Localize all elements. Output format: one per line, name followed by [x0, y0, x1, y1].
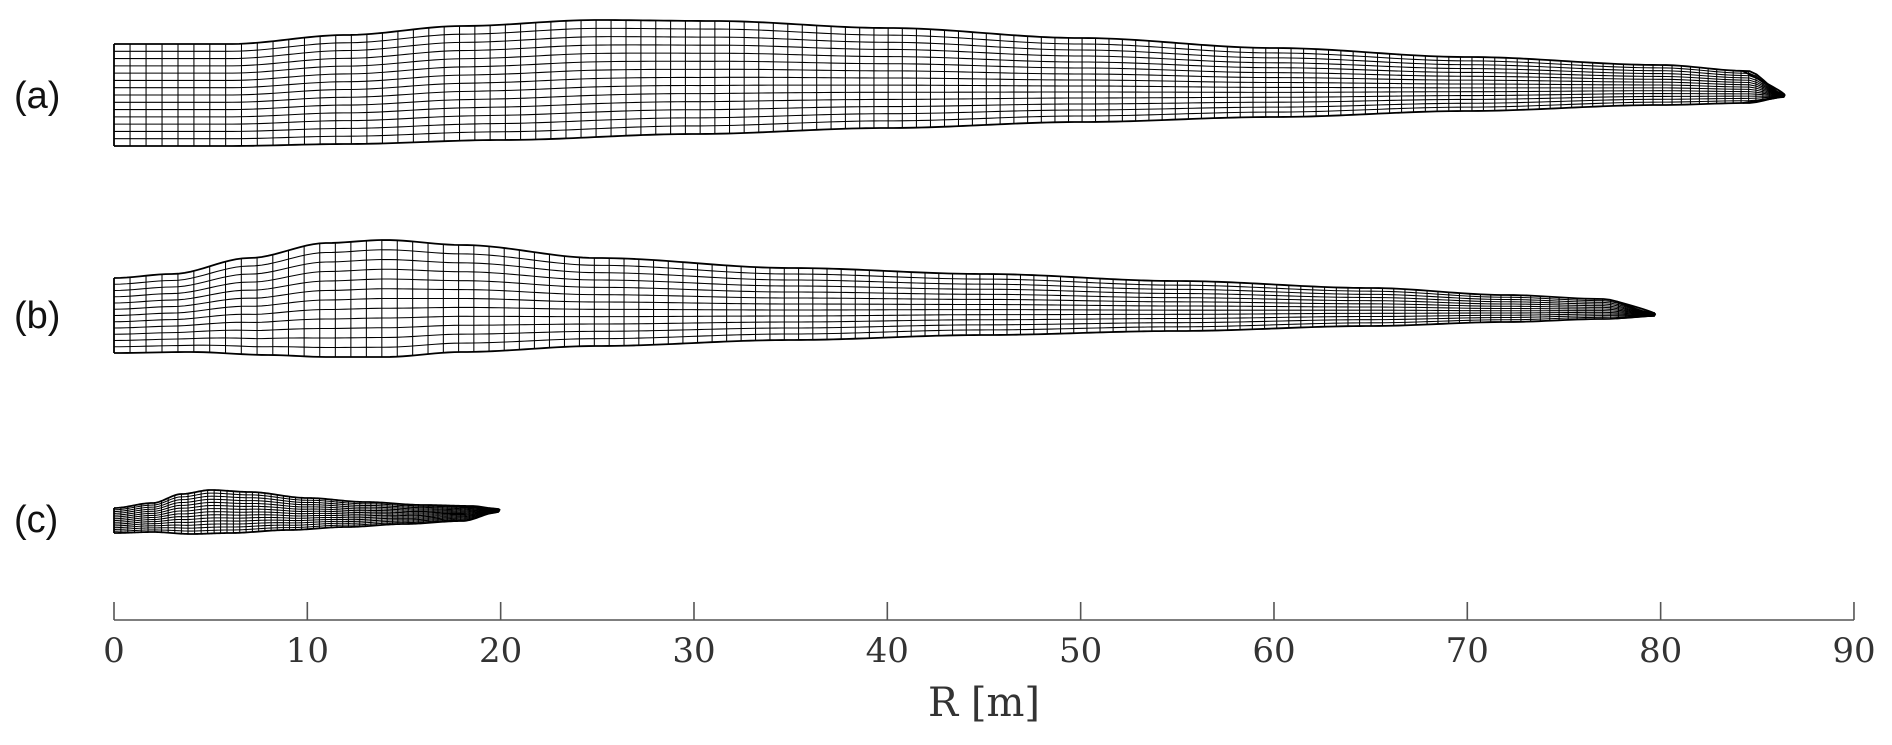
- mesh-row-line: [113, 311, 1655, 329]
- mesh-row-line: [114, 511, 499, 532]
- x-tick-label: 20: [479, 631, 522, 671]
- mesh-row-line: [113, 510, 499, 527]
- mesh-row-line: [113, 313, 1655, 335]
- x-axis: 0 10 20 30 40 50 60 70 80 90 R [m]: [103, 602, 1876, 726]
- mesh-row-line: [113, 315, 1655, 349]
- x-tick-label: 50: [1059, 631, 1102, 671]
- mesh-row-line: [113, 492, 499, 511]
- mesh-row-line: [113, 511, 499, 530]
- mesh-row-line: [113, 314, 1655, 342]
- mesh-row-line: [113, 288, 1655, 315]
- mesh-row-line: [113, 306, 1655, 323]
- blade-tip: [1742, 70, 1786, 104]
- x-tick-label: 90: [1832, 631, 1875, 671]
- panel-label-c: (c): [14, 499, 58, 541]
- mesh-row-line: [113, 508, 499, 520]
- x-tick-label: 80: [1639, 631, 1682, 671]
- x-tick-label: 40: [866, 631, 909, 671]
- mesh-row-line: [113, 489, 499, 510]
- mesh-row-line: [113, 510, 499, 523]
- x-tick-label: 60: [1252, 631, 1295, 671]
- mesh-row-line: [114, 96, 1785, 147]
- panel-b: (b): [14, 239, 1657, 358]
- mesh-row-line: [113, 249, 1655, 314]
- blade-mesh-c: [113, 489, 501, 535]
- x-tick-label: 0: [103, 631, 125, 671]
- mesh-row-line: [113, 239, 1655, 314]
- panel-c: (c): [14, 489, 501, 541]
- panel-a: (a): [14, 19, 1786, 147]
- panel-label-a: (a): [14, 75, 60, 117]
- blade-tip: [488, 507, 501, 515]
- blade-tip: [1616, 300, 1657, 320]
- x-tick-label: 10: [286, 631, 329, 671]
- mesh-row-line: [113, 258, 1655, 315]
- mesh-row-line: [113, 504, 499, 518]
- x-tick-label: 70: [1446, 631, 1489, 671]
- mesh-row-line: [113, 495, 499, 513]
- x-tick-label: 30: [672, 631, 715, 671]
- x-axis-title: R [m]: [928, 680, 1040, 726]
- x-axis-ticks: 0 10 20 30 40 50 60 70 80 90: [103, 602, 1876, 671]
- mesh-row-line: [113, 297, 1655, 317]
- mesh-row-line: [113, 315, 1655, 358]
- mesh-row-line: [113, 498, 499, 514]
- mesh-row-line: [113, 511, 499, 535]
- blade-mesh-a: [113, 19, 1786, 147]
- mesh-row-line: [113, 278, 1655, 315]
- mesh-row-line: [113, 510, 499, 529]
- blade-mesh-b: [113, 239, 1657, 358]
- mesh-row-line: [113, 510, 499, 525]
- panel-label-b: (b): [14, 295, 60, 337]
- mesh-row-line: [113, 268, 1655, 315]
- mesh-row-line: [113, 509, 499, 522]
- mesh-row-line: [113, 501, 499, 516]
